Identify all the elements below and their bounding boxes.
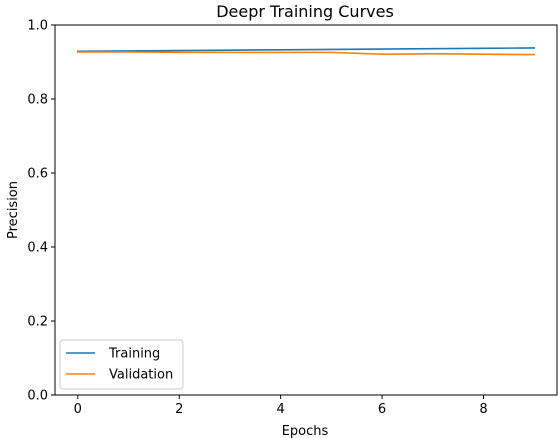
legend: Training Validation [59,339,184,390]
legend-label-training: Training [108,347,160,362]
y-tick-label: 1.0 [27,19,48,34]
series-line-validation [77,51,535,56]
y-tick-label: 0.4 [27,241,48,256]
y-axis-label: Precision [6,181,21,239]
x-axis: 0 2 4 6 8 [74,395,488,417]
plot-frame [54,24,558,396]
series-layer [77,47,535,56]
y-tick-label: 0.0 [27,389,48,404]
series-line-training [77,47,535,53]
legend-items: Training Validation [66,347,173,383]
chart-title: Deepr Training Curves [216,2,394,21]
x-tick-label: 2 [175,402,183,417]
y-tick-label: 0.2 [27,315,48,330]
x-tick-label: 0 [74,402,82,417]
x-tick-label: 4 [277,402,285,417]
x-tick-label: 6 [378,402,386,417]
plot-area [54,24,558,396]
y-axis: 0.0 0.2 0.4 0.6 0.8 1.0 [27,19,55,404]
legend-label-validation: Validation [109,368,173,383]
y-tick-label: 0.6 [27,167,48,182]
x-axis-label: Epochs [282,424,329,438]
y-tick-label: 0.8 [27,93,48,108]
x-tick-label: 8 [479,402,487,417]
